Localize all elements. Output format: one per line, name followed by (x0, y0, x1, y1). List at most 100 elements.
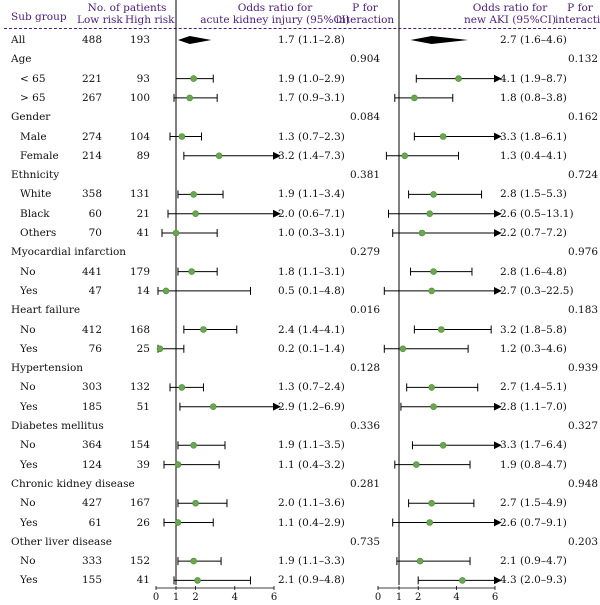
header-or1-line1: Odds ratio for (237, 2, 313, 14)
or-aki-text: 1.9 (1.1–3.4) (278, 188, 345, 201)
subgroup-label: Yes (20, 458, 38, 471)
p-interaction-new-aki: 0.327 (568, 420, 599, 432)
point-estimate (174, 519, 182, 526)
subgroup-label: Black (20, 207, 50, 220)
subgroup-label: No (20, 265, 36, 278)
point-estimate (399, 345, 407, 353)
or-aki-text: 0.5 (0.1–4.8) (278, 284, 345, 297)
x-tick-label: 0 (152, 592, 160, 603)
subgroup-label: White (20, 188, 52, 201)
header-high-risk: High risk (125, 14, 175, 26)
x-tick-label: 1 (395, 592, 403, 603)
x-tick-label: 4 (453, 592, 460, 603)
group-label: Ethnicity (11, 169, 60, 182)
high-risk-count: 25 (136, 342, 150, 355)
point-estimate (190, 441, 197, 449)
or-aki-text: 1.9 (1.0–2.9) (278, 72, 345, 85)
low-risk-count: 364 (81, 439, 102, 452)
point-estimate (186, 94, 194, 102)
point-estimate (174, 461, 182, 468)
subgroup-label: No (20, 439, 36, 452)
subgroup-label: Yes (20, 574, 38, 587)
group-label: Chronic kidney disease (11, 477, 135, 490)
p-interaction-new-aki: 0.939 (568, 362, 599, 375)
high-risk-count: 39 (136, 458, 150, 471)
high-risk-count: 167 (129, 497, 150, 510)
or-new-aki-text: 3.3 (1.8–6.1) (500, 130, 567, 143)
p-interaction-aki: 0.084 (350, 111, 381, 124)
subgroup-label: Yes (20, 342, 38, 355)
or-aki-text: 1.7 (0.9–3.1) (278, 91, 345, 104)
high-risk-count: 41 (136, 574, 150, 587)
or-aki-text: 1.9 (1.1–3.5) (278, 439, 345, 452)
low-risk-count: 124 (81, 458, 102, 471)
high-risk-count: 104 (129, 130, 150, 143)
p-interaction-new-aki: 0.162 (568, 111, 599, 124)
or-new-aki-text: 2.1 (0.9–4.7) (500, 555, 567, 568)
or-aki-text: 2.9 (1.2–6.9) (278, 400, 345, 413)
point-estimate (190, 75, 197, 82)
point-estimate (194, 577, 201, 584)
header-or2-line2: new AKI (95%CI) (464, 14, 556, 26)
or-aki-text: 2.4 (1.4–4.1) (278, 323, 345, 336)
point-estimate (439, 441, 447, 449)
p-interaction-new-aki: 0.948 (568, 477, 599, 490)
header-patients: No. of patients (87, 2, 167, 14)
header-low-risk: Low risk (77, 14, 123, 26)
point-estimate (156, 345, 164, 353)
point-estimate (192, 499, 199, 507)
p-interaction-aki: 0.904 (350, 53, 381, 66)
point-estimate (401, 152, 409, 160)
point-estimate (437, 326, 445, 333)
subgroup-label: Yes (20, 400, 38, 413)
point-estimate (455, 75, 462, 82)
or-aki-text: 1.1 (0.4–3.2) (278, 458, 345, 471)
header-p2-line2: interaction (555, 14, 600, 26)
or-aki-text: 2.0 (1.1–3.6) (278, 497, 345, 510)
subgroup-label: > 65 (20, 91, 46, 104)
group-label: Other liver disease (11, 535, 112, 548)
point-estimate (178, 133, 186, 140)
x-tick-label: 2 (415, 592, 422, 603)
or-new-aki-text: 2.7 (1.6–4.6) (500, 34, 567, 46)
or-new-aki-text: 3.2 (1.8–5.8) (500, 323, 567, 336)
low-risk-count: 60 (88, 207, 102, 220)
or-aki-text: 1.8 (1.1–3.1) (278, 265, 345, 278)
or-new-aki-text: 2.7 (1.5–4.9) (500, 497, 567, 510)
header-p1-line2: interaction (335, 14, 395, 26)
p-interaction-aki: 0.381 (350, 169, 381, 182)
low-risk-count: 76 (88, 342, 102, 355)
x-tick-label: 6 (491, 592, 499, 603)
point-estimate (209, 403, 217, 411)
low-risk-count: 427 (81, 497, 102, 510)
group-label: Hypertension (11, 362, 84, 375)
summary-diamond (177, 36, 212, 44)
or-new-aki-text: 2.8 (1.6–4.8) (500, 265, 567, 278)
point-estimate (188, 268, 195, 275)
point-estimate (426, 210, 434, 217)
high-risk-count: 100 (129, 91, 150, 104)
point-estimate (416, 557, 424, 565)
p-interaction-aki: 0.281 (350, 477, 381, 490)
point-estimate (430, 191, 437, 198)
high-risk-count: 51 (136, 400, 150, 413)
high-risk-count: 93 (136, 72, 150, 85)
or-new-aki-text: 2.6 (0.7–9.1) (500, 516, 567, 529)
point-estimate (459, 577, 466, 584)
x-tick-label: 2 (192, 592, 199, 603)
or-aki-text: 0.2 (0.1–1.4) (278, 342, 345, 355)
x-tick-label: 4 (231, 592, 238, 603)
group-label: Gender (11, 111, 51, 124)
point-estimate (162, 287, 170, 295)
low-risk-count: 267 (81, 91, 102, 104)
high-risk-count: 14 (136, 284, 150, 297)
p-interaction-aki: 0.128 (350, 362, 381, 375)
or-new-aki-text: 3.3 (1.7–6.4) (500, 439, 567, 452)
p-interaction-new-aki: 0.203 (568, 535, 599, 548)
or-new-aki-text: 1.9 (0.8–4.7) (500, 458, 567, 471)
high-risk-count: 41 (136, 227, 150, 239)
or-aki-text: 1.9 (1.1–3.3) (278, 555, 345, 568)
or-aki-text: 1.7 (1.1–2.8) (278, 34, 345, 46)
high-risk-count: 132 (129, 381, 150, 394)
subgroup-label: Others (20, 227, 57, 239)
